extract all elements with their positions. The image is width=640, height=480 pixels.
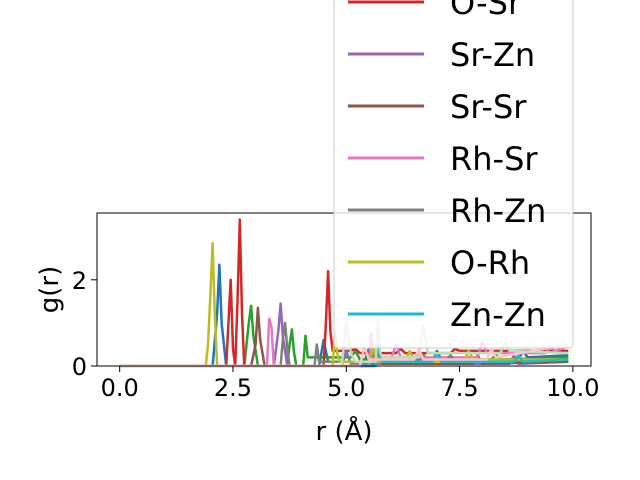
y-tick-label: 0: [72, 353, 87, 381]
legend-label: Rh-Zn: [450, 192, 546, 230]
series-line-3: [119, 218, 569, 368]
legend-label: Sr-Zn: [450, 36, 535, 74]
legend-label: Sr-Sr: [450, 88, 527, 126]
y-axis-title: g(r): [35, 266, 65, 313]
legend: O-Sr Sr-Zn Sr-Sr Rh-Sr Rh-Zn O-Rh Zn-Zn: [333, 0, 574, 349]
x-tick-label: 5.0: [327, 374, 365, 402]
legend-label: Rh-Sr: [450, 140, 538, 178]
x-tick-label: 0.0: [101, 374, 139, 402]
x-tick-label: 2.5: [214, 374, 252, 402]
series-line-11: [119, 343, 569, 368]
y-tick-label: 2: [72, 267, 87, 295]
x-axis: 0.0 2.5 5.0 7.5 10.0: [101, 366, 600, 402]
x-axis-title: r (Å): [315, 415, 372, 447]
x-tick-label: 10.0: [546, 374, 599, 402]
x-tick-label: 7.5: [440, 374, 478, 402]
legend-label: Zn-Zn: [450, 296, 546, 334]
legend-label: O-Rh: [450, 244, 530, 282]
legend-label: O-Sr: [450, 0, 522, 22]
y-axis: 02: [72, 267, 97, 381]
